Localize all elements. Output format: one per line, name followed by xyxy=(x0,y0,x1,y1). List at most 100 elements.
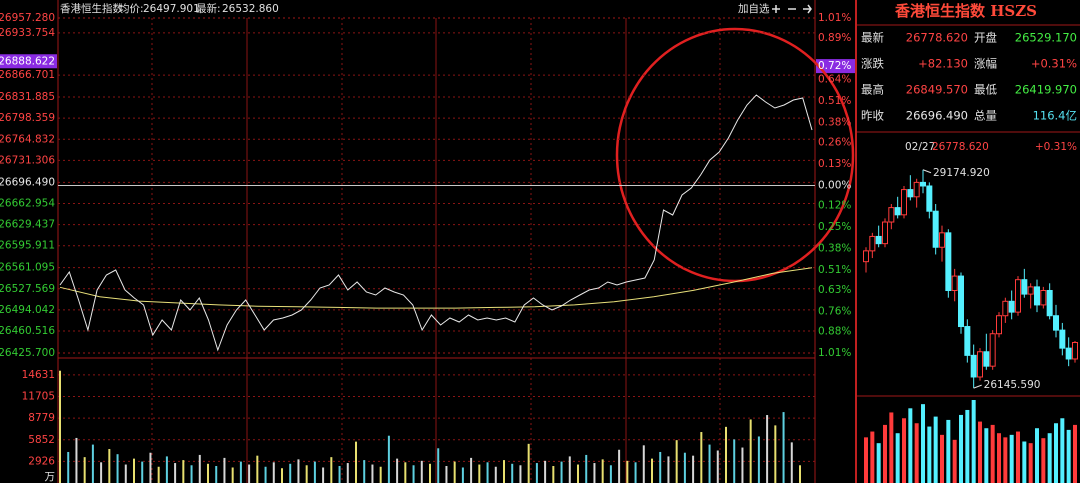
y2-tick-label: 0.64% xyxy=(818,73,851,85)
volume-bar xyxy=(322,467,325,483)
cursor-pct: 0.72% xyxy=(818,60,851,72)
zoom-in-button[interactable] xyxy=(772,5,780,13)
volume-bar xyxy=(626,460,629,483)
y-tick-label: 26831.885 xyxy=(0,91,55,103)
cursor-price-bg xyxy=(0,54,57,69)
candle-body xyxy=(939,232,945,248)
candle-body xyxy=(945,232,952,291)
y-tick-label: 8779 xyxy=(28,412,55,424)
y-tick-label: 26561.095 xyxy=(0,262,55,274)
volume-bar xyxy=(256,455,259,483)
y-tick-label: 26425.700 xyxy=(0,347,55,359)
volume-bar xyxy=(281,468,283,483)
volume-bar xyxy=(461,467,464,483)
candle-body xyxy=(926,185,933,212)
volume-bar xyxy=(355,441,357,483)
volume-bar xyxy=(634,462,637,483)
volume-bar xyxy=(486,462,489,483)
volume-bar xyxy=(346,463,349,483)
volume-bar xyxy=(190,465,193,483)
volume-bar xyxy=(675,440,678,483)
volume-bar xyxy=(659,451,662,483)
volume-bar xyxy=(519,465,522,483)
y2-tick-label: 0.13% xyxy=(818,158,851,170)
y2-tick-label: 0.63% xyxy=(818,284,851,296)
add-watchlist[interactable]: 加自选 xyxy=(738,2,770,15)
volume-bar xyxy=(593,463,596,483)
candle-body xyxy=(920,181,926,187)
quote-value: +0.31% xyxy=(1031,57,1077,71)
y2-tick-label: 0.88% xyxy=(818,325,851,337)
volume-bar xyxy=(100,462,103,483)
y2-tick-label: 0.38% xyxy=(818,243,851,255)
candle-body xyxy=(932,210,939,248)
volume-bar xyxy=(864,437,868,483)
volume-bar xyxy=(782,412,785,483)
candle-body xyxy=(875,235,882,245)
panel-title: 香港恒生指数 HSZS xyxy=(895,2,1037,20)
volume-bar xyxy=(914,423,919,483)
candle-body xyxy=(907,189,914,198)
toolbar-icons xyxy=(772,4,812,14)
quote-label: 最低 xyxy=(974,83,997,97)
volume-bar xyxy=(165,456,168,483)
candle-body xyxy=(913,181,920,198)
volume-bar xyxy=(527,443,530,483)
volume-bar xyxy=(757,436,760,483)
y-tick-label: 26460.516 xyxy=(0,325,55,337)
volume-bar xyxy=(870,431,875,483)
volume-bar xyxy=(774,425,777,483)
volume-bar xyxy=(940,434,944,483)
y-tick-label: 26764.832 xyxy=(0,133,55,145)
volume-bar xyxy=(305,465,308,483)
volume-bar xyxy=(1009,434,1014,483)
volume-bar xyxy=(198,454,201,483)
volume-bar xyxy=(1060,418,1065,483)
volume-bar xyxy=(733,439,736,483)
volume-bar xyxy=(933,416,938,483)
volume-bar xyxy=(182,460,185,483)
candle-body xyxy=(1040,289,1047,306)
annotation-label: 26145.590 xyxy=(984,379,1041,391)
price-line xyxy=(59,94,813,352)
volume-bar xyxy=(133,458,135,483)
volume-bar xyxy=(997,433,1001,483)
last-value: 26532.860 xyxy=(222,3,279,15)
volume-bar xyxy=(577,464,579,483)
y-tick-label: 5852 xyxy=(28,434,55,446)
quote-value: 26778.620 xyxy=(906,31,968,45)
volume-bar xyxy=(363,460,366,483)
y-tick-label: 26595.911 xyxy=(0,240,55,252)
volume-bar xyxy=(790,442,793,483)
y2-tick-label: 0.25% xyxy=(818,221,851,233)
volume-bar xyxy=(749,419,752,483)
volume-bar xyxy=(946,419,951,483)
quote-value: 26529.170 xyxy=(1015,31,1077,45)
footer-change: +0.31% xyxy=(1035,141,1077,153)
volume-bar xyxy=(116,454,119,483)
volume-bar xyxy=(470,457,473,483)
volume-bar xyxy=(667,456,670,483)
volume-bar xyxy=(971,400,976,483)
footer-price: 26778.620 xyxy=(932,141,989,153)
quote-label: 最高 xyxy=(861,83,884,97)
volume-bar xyxy=(965,409,970,483)
y-tick-label: 26957.280 xyxy=(0,12,55,24)
volume-bar xyxy=(889,412,894,483)
volume-bar xyxy=(1028,443,1033,483)
volume-bar xyxy=(609,465,612,483)
candle-body xyxy=(958,275,964,328)
time-grid xyxy=(151,18,721,483)
y-tick-label: 26696.490 xyxy=(0,176,55,188)
volume-bar xyxy=(478,464,481,483)
volume-bar xyxy=(75,437,78,483)
y-tick-label: 26731.306 xyxy=(0,154,55,166)
next-button[interactable] xyxy=(803,4,812,14)
volume-bar xyxy=(239,461,242,483)
volume-bar xyxy=(651,458,653,483)
y2-tick-label: 0.89% xyxy=(818,32,851,44)
volume-bar xyxy=(379,466,382,483)
volume-bar xyxy=(895,433,900,483)
